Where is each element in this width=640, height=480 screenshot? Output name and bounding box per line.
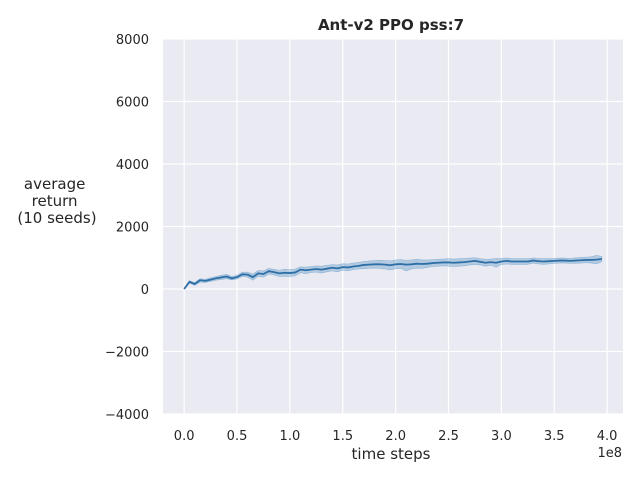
x-offset-text: 1e8 — [597, 446, 622, 461]
y-tick-label: 8000 — [116, 33, 149, 48]
x-tick-label: 0.5 — [227, 429, 248, 444]
y-tick-label: 2000 — [116, 221, 149, 236]
y-tick-label: −4000 — [105, 408, 149, 423]
x-tick-label: 2.0 — [385, 429, 406, 444]
y-axis-label: average return (10 seeds) — [17, 175, 96, 227]
mean-line-layer — [183, 258, 602, 290]
y-axis-label-line-3: (10 seeds) — [17, 209, 96, 227]
mean-return-line — [183, 258, 602, 290]
x-tick-label: 1.0 — [280, 429, 301, 444]
y-axis-label-line-1: average — [24, 175, 85, 193]
x-tick-label: 2.5 — [438, 429, 459, 444]
x-tick-label: 4.0 — [597, 429, 618, 444]
chart-title: Ant-v2 PPO pss:7 — [318, 16, 464, 34]
x-tick-label: 3.5 — [544, 429, 565, 444]
x-tick-label: 3.0 — [491, 429, 512, 444]
y-tick-label: 6000 — [116, 96, 149, 111]
y-tick-label: 4000 — [116, 158, 149, 173]
x-axis-label: time steps — [352, 445, 431, 463]
x-tick-labels: 0.0 0.5 1.0 1.5 2.0 2.5 3.0 3.5 4.0 — [174, 429, 618, 444]
x-tick-label: 1.5 — [332, 429, 353, 444]
grid-lines — [163, 38, 623, 415]
y-tick-labels: −4000 −2000 0 2000 4000 6000 8000 — [105, 33, 149, 423]
x-tick-label: 0.0 — [174, 429, 195, 444]
y-tick-label: −2000 — [105, 346, 149, 361]
y-tick-label: 0 — [141, 283, 149, 298]
y-axis-label-line-2: return — [32, 192, 78, 210]
